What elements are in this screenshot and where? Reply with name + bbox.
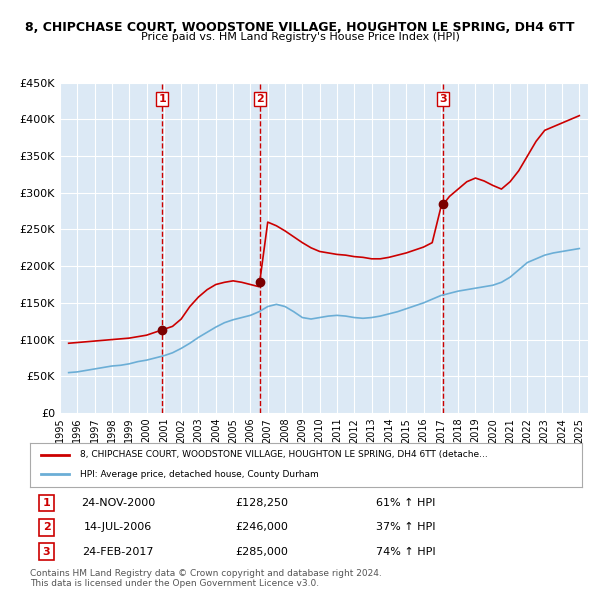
Text: 1: 1: [43, 498, 50, 508]
Text: £285,000: £285,000: [235, 547, 288, 556]
Text: This data is licensed under the Open Government Licence v3.0.: This data is licensed under the Open Gov…: [30, 579, 319, 588]
Text: HPI: Average price, detached house, County Durham: HPI: Average price, detached house, Coun…: [80, 470, 319, 479]
Text: 24-NOV-2000: 24-NOV-2000: [81, 498, 155, 508]
Text: 61% ↑ HPI: 61% ↑ HPI: [376, 498, 435, 508]
Text: 2: 2: [256, 94, 263, 104]
Text: £128,250: £128,250: [235, 498, 289, 508]
Text: £246,000: £246,000: [235, 522, 288, 532]
Text: 1: 1: [158, 94, 166, 104]
Text: 14-JUL-2006: 14-JUL-2006: [84, 522, 152, 532]
Text: 3: 3: [43, 547, 50, 556]
Text: Price paid vs. HM Land Registry's House Price Index (HPI): Price paid vs. HM Land Registry's House …: [140, 32, 460, 42]
Text: 8, CHIPCHASE COURT, WOODSTONE VILLAGE, HOUGHTON LE SPRING, DH4 6TT (detache...: 8, CHIPCHASE COURT, WOODSTONE VILLAGE, H…: [80, 450, 487, 460]
Text: 74% ↑ HPI: 74% ↑ HPI: [376, 547, 435, 556]
Text: 3: 3: [440, 94, 447, 104]
Text: 8, CHIPCHASE COURT, WOODSTONE VILLAGE, HOUGHTON LE SPRING, DH4 6TT: 8, CHIPCHASE COURT, WOODSTONE VILLAGE, H…: [25, 21, 575, 34]
Text: 24-FEB-2017: 24-FEB-2017: [83, 547, 154, 556]
Text: 37% ↑ HPI: 37% ↑ HPI: [376, 522, 435, 532]
Text: 2: 2: [43, 522, 50, 532]
Text: Contains HM Land Registry data © Crown copyright and database right 2024.: Contains HM Land Registry data © Crown c…: [30, 569, 382, 578]
